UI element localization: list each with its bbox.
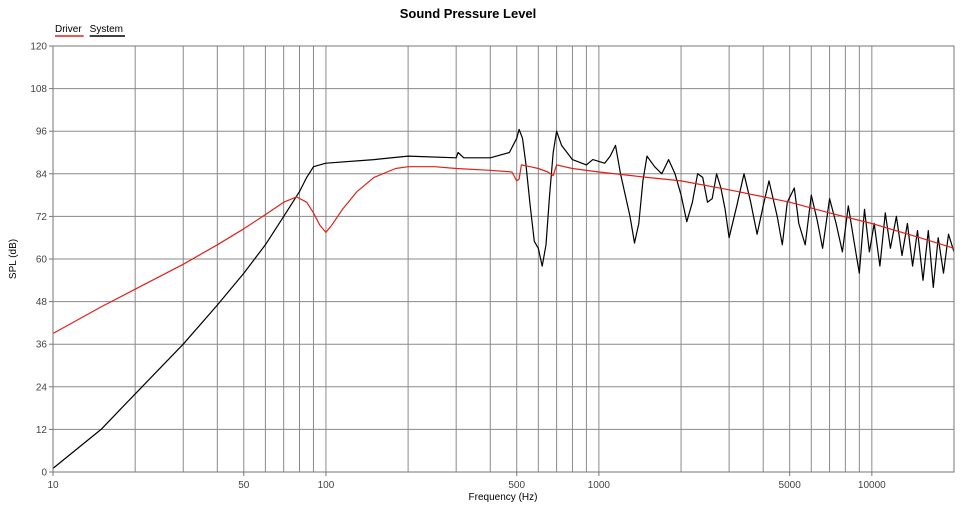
y-tick-label: 120 [30,42,47,53]
legend-label-driver: Driver [55,24,82,35]
x-tick-label: 500 [508,480,525,491]
y-tick-label: 48 [36,297,48,308]
y-axis-label: SPL (dB) [8,239,19,279]
y-tick-label: 12 [36,425,48,436]
y-tick-label: 60 [36,255,48,266]
x-tick-label: 50 [238,480,250,491]
series-line-system [52,128,955,469]
x-tick-label: 10000 [858,480,886,491]
y-tick-label: 108 [30,84,47,95]
series-lines [52,128,955,469]
y-axis-ticks: 0 12 24 36 48 60 72 84 96 108 120 [30,42,53,479]
y-tick-label: 96 [36,127,48,138]
chart-title: Sound Pressure Level [400,6,537,21]
y-tick-label: 24 [36,382,48,393]
y-tick-label: 72 [36,212,48,223]
legend-label-system: System [90,24,123,35]
legend: Driver System [55,24,126,37]
y-tick-label: 36 [36,340,48,351]
series-line-driver [52,164,955,335]
y-tick-label: 0 [41,468,47,479]
y-tick-label: 84 [36,169,48,180]
x-tick-label: 1000 [588,480,611,491]
x-tick-label: 10 [47,480,59,491]
plot-border [52,45,955,473]
x-tick-label: 100 [318,480,335,491]
x-tick-label: 5000 [779,480,802,491]
x-axis-label: Frequency (Hz) [469,492,538,503]
x-axis-ticks: 10 50 100 500 1000 5000 10000 [47,472,886,491]
